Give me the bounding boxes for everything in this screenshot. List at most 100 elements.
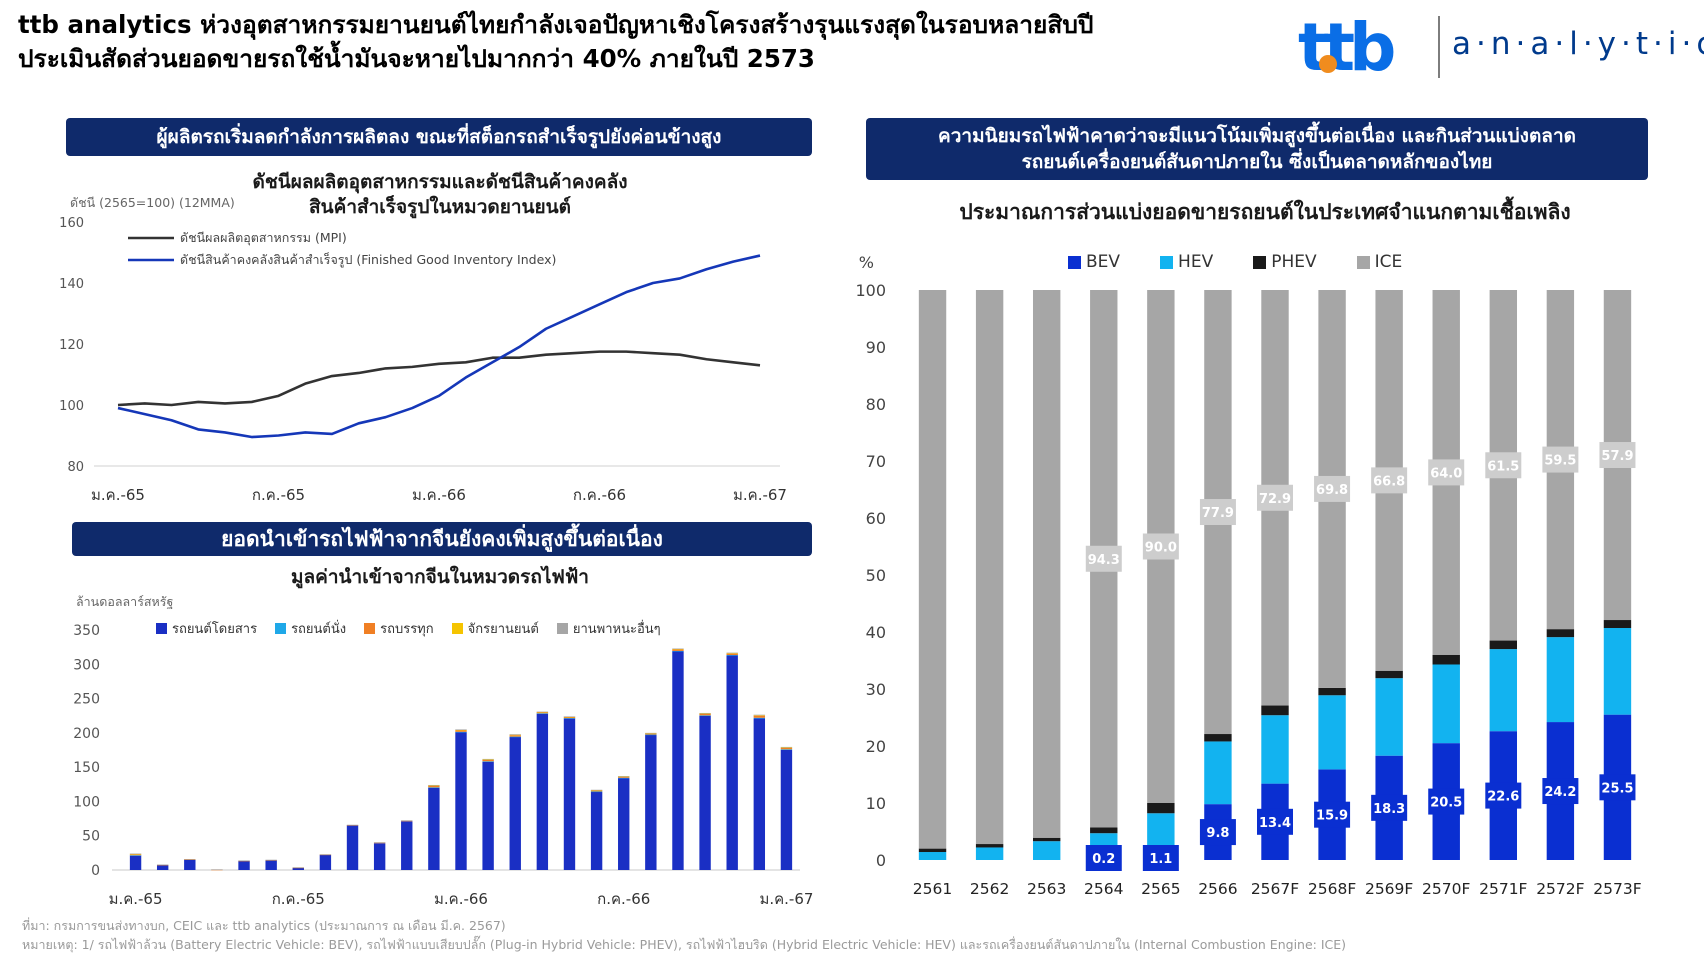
y-tick-label: 0 bbox=[876, 851, 886, 870]
import-bar-segment bbox=[373, 842, 386, 844]
y-tick-label: 80 bbox=[866, 395, 886, 414]
y-tick-label: 20 bbox=[866, 737, 886, 756]
import-bar-segment bbox=[129, 855, 142, 856]
import-bar-segment bbox=[726, 653, 738, 656]
ice-data-label-box bbox=[1257, 484, 1293, 511]
mpi-series-line bbox=[117, 350, 761, 407]
import-bar-segment bbox=[672, 648, 684, 650]
share-bar-segment-hev bbox=[1546, 637, 1575, 723]
share-bar-segment-hev bbox=[1204, 741, 1232, 805]
import-bar-segment bbox=[563, 716, 576, 718]
y-tick-label: 200 bbox=[73, 726, 100, 742]
import-bar-segment bbox=[482, 759, 494, 760]
import-bar-segment bbox=[509, 736, 521, 738]
import-bar-segment bbox=[184, 859, 196, 860]
import-bar-segment bbox=[536, 711, 549, 713]
import-bar-segment bbox=[401, 820, 413, 822]
import-bar-segment bbox=[238, 861, 250, 870]
share-bar-segment-hev bbox=[1603, 628, 1632, 715]
bev-data-label-box bbox=[1199, 819, 1236, 846]
ttb-logo-mark: ttb bbox=[1298, 14, 1394, 80]
import-bar-segment bbox=[455, 732, 467, 870]
imports-legend-label: รถบรรทุก bbox=[380, 622, 434, 637]
bev-data-label: 18.3 bbox=[1373, 802, 1405, 817]
chart-index-title: ดัชนีผลผลิตอุตสาหกรรมและดัชนีสินค้าคงคลั… bbox=[160, 170, 720, 220]
import-bar-segment bbox=[645, 733, 657, 734]
import-bar-segment bbox=[699, 714, 711, 716]
bev-data-label-box bbox=[1314, 801, 1351, 828]
imports-legend-label: รถยนต์โดยสาร bbox=[172, 622, 258, 637]
y-tick-label: 70 bbox=[866, 452, 886, 471]
x-tick-label: 2572F bbox=[1536, 880, 1584, 898]
x-tick-label: ม.ค.-67 bbox=[733, 486, 787, 504]
ice-data-label: 66.8 bbox=[1373, 474, 1405, 489]
y-tick-label: 350 bbox=[73, 623, 100, 639]
x-tick-label: 2564 bbox=[1084, 880, 1123, 898]
x-tick-label: 2565 bbox=[1141, 880, 1180, 898]
share-legend-label: HEV bbox=[1178, 252, 1214, 272]
share-legend-label: BEV bbox=[1086, 252, 1121, 272]
import-bar-segment bbox=[509, 736, 521, 870]
import-bar-segment bbox=[753, 718, 766, 870]
y-tick-label: 50 bbox=[866, 566, 886, 585]
import-bar-segment bbox=[428, 785, 440, 786]
share-legend: BEV HEV PHEV ICE bbox=[1068, 252, 1442, 272]
imports-legend: รถยนต์โดยสาร รถยนต์นั่ง รถบรรทุก จักรยานยนต… bbox=[156, 618, 679, 639]
import-bar-segment bbox=[184, 859, 196, 860]
y-tick-label: 60 bbox=[866, 509, 886, 528]
ice-data-label-box bbox=[1371, 467, 1408, 494]
imports-legend-swatch bbox=[364, 623, 376, 634]
line-legend-label: ดัชนีผลผลิตอุตสาหกรรม (MPI) bbox=[180, 230, 347, 246]
share-legend-item: BEV bbox=[1068, 252, 1120, 272]
imports-legend-item: รถยนต์นั่ง bbox=[275, 618, 346, 639]
import-bar-segment bbox=[346, 824, 359, 826]
share-bar-segment-hev bbox=[1318, 695, 1346, 770]
share-chart: 0 10 20 30 40 50 60 70 80 90 100% 2561 2562 2563 2564 9… bbox=[855, 253, 1641, 898]
chart-imports-unit: ล้านดอลลาร์สหรัฐ bbox=[76, 594, 174, 609]
share-bar-segment-phev bbox=[1090, 827, 1118, 834]
share-bar-segment-hev bbox=[975, 847, 1004, 860]
headline: ttb analytics ห่วงอุตสาหกรรมยานยนต์ไทยกำ… bbox=[18, 8, 1258, 76]
import-bar-segment bbox=[590, 790, 603, 791]
import-bar-segment bbox=[699, 712, 711, 714]
imports-legend-item: ยานพาหนะอื่นๆ bbox=[556, 618, 661, 639]
share-bar-segment-ice bbox=[1032, 290, 1061, 838]
import-bar-segment bbox=[428, 787, 440, 788]
import-bar-segment bbox=[780, 747, 793, 750]
import-bar-segment bbox=[780, 746, 793, 748]
import-bar-segment bbox=[618, 776, 630, 778]
import-bar-segment bbox=[428, 786, 440, 788]
import-bar-segment bbox=[292, 867, 304, 870]
bev-data-label: 25.5 bbox=[1601, 781, 1633, 796]
import-bar-segment bbox=[672, 651, 684, 870]
bev-data-label: 9.8 bbox=[1206, 826, 1229, 841]
analytics-wordmark: a·n·a·l·y·t·i·c·s bbox=[1452, 26, 1704, 62]
share-bar-segment-hev bbox=[1375, 678, 1403, 756]
x-tick-label: 2570F bbox=[1422, 880, 1470, 898]
y-tick-label: 10 bbox=[866, 794, 886, 813]
ice-data-label: 72.9 bbox=[1259, 492, 1291, 507]
x-tick-label: 2563 bbox=[1027, 880, 1066, 898]
import-bar-segment bbox=[726, 655, 738, 870]
y-tick-label: 90 bbox=[866, 338, 886, 357]
import-bar-segment bbox=[753, 714, 766, 716]
share-bar-segment-hev bbox=[1432, 664, 1460, 744]
x-tick-label: ม.ค.-66 bbox=[412, 486, 466, 504]
share-legend-item: HEV bbox=[1160, 252, 1213, 272]
share-bar-segment-ice bbox=[918, 290, 947, 849]
import-bar-segment bbox=[753, 715, 766, 718]
import-bar-segment bbox=[129, 853, 142, 855]
imports-legend-swatch bbox=[156, 623, 167, 634]
import-bar-segment bbox=[428, 787, 440, 870]
import-bar-segment bbox=[292, 867, 304, 868]
import-bar-segment bbox=[699, 715, 711, 870]
share-legend-swatch bbox=[1356, 255, 1370, 269]
y-tick-label: 300 bbox=[73, 657, 100, 673]
imports-legend-label: ยานพาหนะอื่นๆ bbox=[572, 622, 661, 637]
import-bar-segment bbox=[401, 820, 413, 821]
y-tick-label: 100 bbox=[855, 281, 886, 300]
import-bar-segment bbox=[672, 649, 684, 651]
bev-data-label-box bbox=[1599, 774, 1636, 801]
import-bar-segment bbox=[780, 749, 793, 750]
x-tick-label: 2567F bbox=[1251, 880, 1299, 898]
